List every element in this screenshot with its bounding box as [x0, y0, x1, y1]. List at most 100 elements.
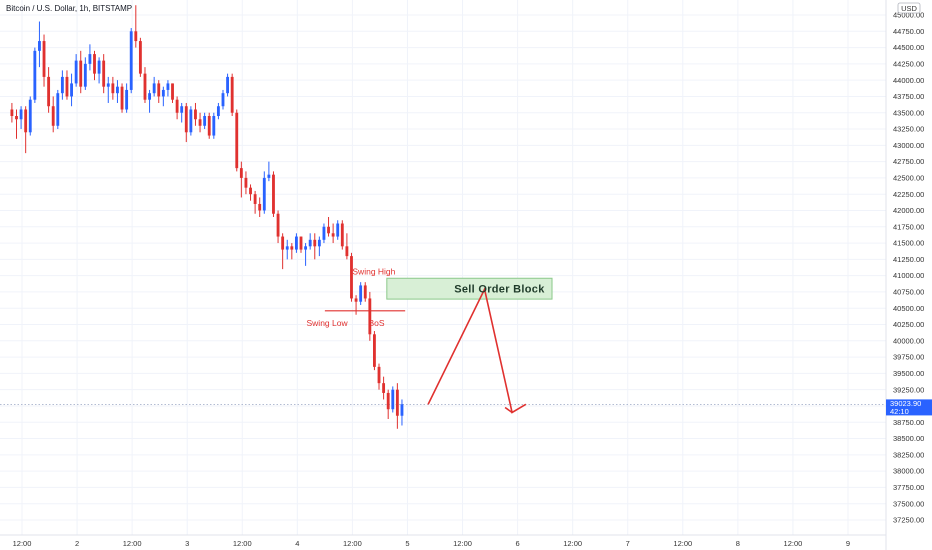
x-tick-label: 12:00 [453, 539, 472, 548]
candle-body [38, 41, 41, 51]
y-tick-label: 37750.00 [893, 483, 924, 492]
candle-body [47, 76, 51, 107]
sell-order-block [386, 277, 553, 300]
x-tick-label: 5 [405, 539, 409, 548]
candle-body [363, 285, 367, 299]
y-tick-label: 38250.00 [893, 450, 924, 459]
x-tick-label: 6 [516, 539, 520, 548]
candle-body [290, 246, 294, 250]
candle-body [285, 246, 289, 250]
y-tick-label: 42500.00 [893, 174, 924, 183]
candle-body [125, 89, 129, 110]
candle-body [386, 392, 390, 410]
candle-body [244, 177, 248, 188]
candle-body [272, 174, 275, 214]
candle-body [111, 83, 115, 94]
projection-path [427, 286, 527, 414]
x-tick-label: 12:00 [784, 539, 803, 548]
y-tick-label: 39500.00 [893, 369, 924, 378]
y-tick-label: 38000.00 [893, 467, 924, 476]
candle-body [331, 233, 335, 237]
candle-body [226, 76, 230, 94]
x-tick-label: 9 [846, 539, 850, 548]
candle-body [203, 116, 207, 126]
candle-body [180, 106, 184, 113]
candle-body [120, 86, 124, 110]
x-tick-label: 12:00 [233, 539, 252, 548]
candle-body [79, 60, 83, 87]
candle-body [97, 60, 101, 74]
candles [10, 5, 404, 429]
candle-body [327, 226, 330, 234]
candle-body [281, 236, 285, 250]
currency-badge[interactable] [897, 2, 921, 14]
x-tick-label: 2 [75, 539, 79, 548]
candle-body [207, 116, 211, 136]
candle-body [299, 236, 303, 250]
candle-body [212, 116, 216, 136]
x-tick-label: 12:00 [13, 539, 32, 548]
candle-body [28, 99, 32, 133]
grid [0, 0, 886, 535]
candle-body [313, 239, 317, 247]
y-tick-label: 38500.00 [893, 434, 924, 443]
candle-body [134, 31, 138, 42]
x-tick-label: 3 [185, 539, 189, 548]
candle-body [60, 76, 64, 94]
candle-body [350, 256, 353, 299]
candle-body [184, 106, 188, 133]
candle-body [373, 334, 376, 367]
candle-body [74, 60, 78, 84]
y-tick-label: 42250.00 [893, 190, 924, 199]
overlays [324, 277, 553, 414]
time-axis[interactable]: 12:00 2 12:00 3 12:00 4 12:00 5 12:00 6 12:00 7 12:0… [13, 539, 850, 548]
y-tick-label: 44000.00 [893, 76, 924, 85]
chart-title: Bitcoin / U.S. Dollar, 1h, BITSTAMP [6, 4, 132, 13]
x-tick-label: 8 [736, 539, 740, 548]
candle-body [359, 285, 363, 302]
candle-body [368, 298, 372, 335]
candle-body [322, 226, 326, 240]
candle-body [15, 116, 18, 120]
candle-body [116, 86, 119, 94]
y-tick-label: 40250.00 [893, 320, 924, 329]
candle-body [129, 31, 133, 90]
sell-order-block-label: Sell Order Block [454, 284, 545, 296]
candle-body [138, 41, 142, 74]
candle-body [51, 106, 55, 126]
candle-body [391, 389, 395, 410]
price-axis[interactable]: 45000.00 44750.00 44500.00 44250.00 44000.00… [893, 11, 924, 525]
candle-body [395, 389, 399, 416]
candle-body [235, 112, 239, 169]
projection-arrowhead [504, 406, 513, 414]
currency-label: USD [901, 4, 917, 13]
candle-body [239, 168, 243, 178]
x-tick-label: 4 [295, 539, 299, 548]
y-tick-label: 40750.00 [893, 288, 924, 297]
candle-body [33, 50, 37, 100]
candle-body [83, 63, 87, 87]
y-tick-label: 41250.00 [893, 255, 924, 264]
y-tick-label: 40500.00 [893, 304, 924, 313]
candle-body [56, 93, 60, 126]
candle-body [249, 187, 252, 195]
candle-body [262, 177, 266, 211]
candle-body [65, 76, 69, 97]
bos-label: BoS [368, 318, 384, 328]
y-tick-label: 37500.00 [893, 499, 924, 508]
candle-body [267, 174, 271, 178]
current-price-value: 39023.90 [890, 399, 921, 408]
candle-body [400, 404, 404, 416]
candle-body [143, 73, 147, 100]
y-tick-label: 42000.00 [893, 206, 924, 215]
candle-body [24, 109, 28, 133]
candle-body [152, 83, 156, 94]
candle-body [10, 109, 14, 116]
y-tick-label: 37250.00 [893, 516, 924, 525]
current-price-countdown: 42:10 [890, 407, 909, 416]
candle-body [216, 106, 220, 116]
candle-body [157, 83, 161, 97]
candle-body [19, 109, 23, 120]
candle-body [230, 76, 234, 113]
